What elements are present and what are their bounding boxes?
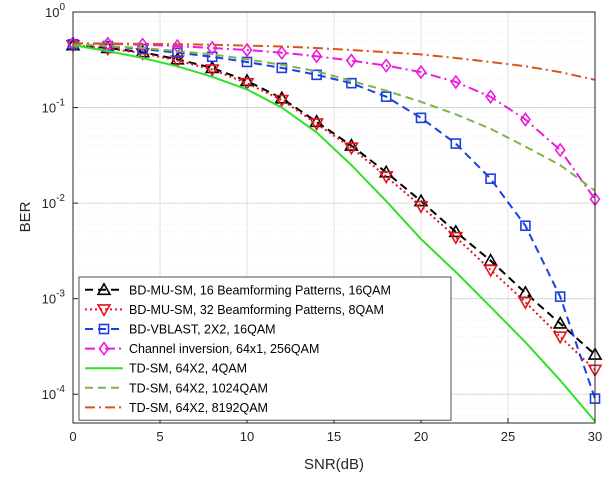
square-marker [241, 56, 253, 68]
series [72, 43, 596, 192]
legend-label: Channel inversion, 64x1, 256QAM [129, 342, 319, 356]
x-axis-label: SNR(dB) [304, 456, 364, 473]
diamond-marker [450, 74, 462, 90]
series-layer [65, 36, 603, 423]
triangle-down-marker [239, 77, 255, 91]
legend-entry: BD-MU-SM, 32 Beamforming Patterns, 8QAM [85, 303, 384, 318]
diamond-marker [276, 45, 288, 61]
triangle-down-marker [413, 200, 429, 214]
legend-entry: TD-SM, 64X2, 4QAM [85, 362, 247, 376]
x-tick-label: 30 [588, 429, 602, 444]
diamond-marker [519, 112, 531, 127]
y-tick-label: 10-3 [42, 289, 66, 307]
diamond-marker [206, 40, 218, 56]
square-marker [172, 47, 183, 59]
legend-label: TD-SM, 64X2, 4QAM [129, 362, 247, 376]
triangle-down-marker [96, 304, 112, 318]
square-marker [450, 138, 462, 149]
square-marker [554, 291, 566, 302]
legend-entry: TD-SM, 64X2, 8192QAM [85, 401, 268, 415]
triangle-up-marker [170, 51, 185, 65]
triangle-up-marker [274, 90, 290, 104]
triangle-up-marker [239, 73, 255, 87]
triangle-up-marker [413, 193, 429, 207]
square-marker [98, 323, 110, 335]
axis-ticks: 0 5 10 15 20 25 30 100 10-1 10-2 10-3 10-4 [42, 2, 603, 444]
triangle-down-marker [378, 171, 394, 185]
triangle-up-marker [552, 315, 568, 329]
square-marker [206, 51, 218, 63]
series [67, 36, 601, 207]
legend-entry: Channel inversion, 64x1, 256QAM [85, 341, 319, 356]
square-marker [485, 173, 496, 185]
series-line [72, 43, 596, 192]
triangle-down-marker [448, 231, 464, 245]
diamond-marker [554, 142, 566, 158]
diamond-marker [241, 42, 253, 58]
triangle-down-marker [552, 331, 568, 345]
triangle-down-marker [274, 94, 290, 108]
legend-label: BD-VBLAST, 2X2, 16QAM [129, 323, 276, 337]
series-line [72, 42, 596, 200]
x-tick-label: 10 [240, 429, 254, 444]
legend-entry: TD-SM, 64X2, 1024QAM [85, 381, 268, 395]
legend-label: TD-SM, 64X2, 8192QAM [129, 401, 268, 415]
series-line [72, 44, 596, 356]
triangle-up-marker [448, 224, 464, 238]
x-tick-label: 0 [69, 429, 76, 444]
series [67, 38, 601, 404]
triangle-down-marker [309, 118, 324, 132]
legend-entry: BD-MU-SM, 16 Beamforming Patterns, 16QAM [85, 282, 391, 297]
y-tick-label: 10-4 [42, 384, 66, 402]
legend-label: BD-MU-SM, 32 Beamforming Patterns, 8QAM [129, 303, 384, 317]
diamond-marker [311, 48, 323, 64]
x-tick-label: 25 [501, 429, 515, 444]
diamond-marker [485, 89, 497, 105]
triangle-down-marker [344, 142, 359, 156]
series [72, 44, 596, 423]
x-tick-label: 20 [414, 429, 428, 444]
y-tick-label: 100 [45, 2, 65, 20]
x-tick-label: 5 [156, 429, 163, 444]
triangle-down-marker [170, 55, 185, 69]
square-marker [520, 220, 531, 232]
y-tick-label: 10-2 [42, 193, 66, 211]
square-marker [311, 69, 322, 81]
legend-entry: BD-VBLAST, 2X2, 16QAM [85, 323, 276, 337]
legend: BD-MU-SM, 16 Beamforming Patterns, 16QAM… [78, 276, 452, 421]
y-axis-label: BER [17, 201, 34, 232]
diamond-marker [137, 37, 149, 53]
diamond-marker [345, 53, 357, 68]
series-line [72, 42, 596, 81]
triangle-up-marker [135, 44, 150, 58]
triangle-down-marker [518, 296, 533, 310]
triangle-up-marker [204, 60, 220, 74]
diamond-marker [415, 64, 427, 80]
series-line [72, 44, 596, 423]
square-marker [380, 91, 392, 102]
y-tick-label: 10-1 [42, 98, 66, 116]
triangle-up-marker [96, 282, 112, 296]
legend-label: TD-SM, 64X2, 1024QAM [129, 381, 268, 395]
legend-label: BD-MU-SM, 16 Beamforming Patterns, 16QAM [129, 283, 391, 297]
series-line [72, 44, 596, 371]
triangle-down-marker [483, 264, 498, 278]
diamond-marker [380, 58, 392, 73]
series [72, 42, 596, 81]
series-line [72, 43, 596, 399]
diamond-marker [98, 341, 110, 356]
square-marker [276, 62, 288, 74]
x-tick-label: 15 [327, 429, 341, 444]
triangle-down-marker [204, 64, 220, 78]
legend-box [78, 276, 452, 421]
square-marker [415, 112, 427, 124]
diamond-marker [102, 36, 114, 52]
triangle-up-marker [344, 137, 359, 151]
